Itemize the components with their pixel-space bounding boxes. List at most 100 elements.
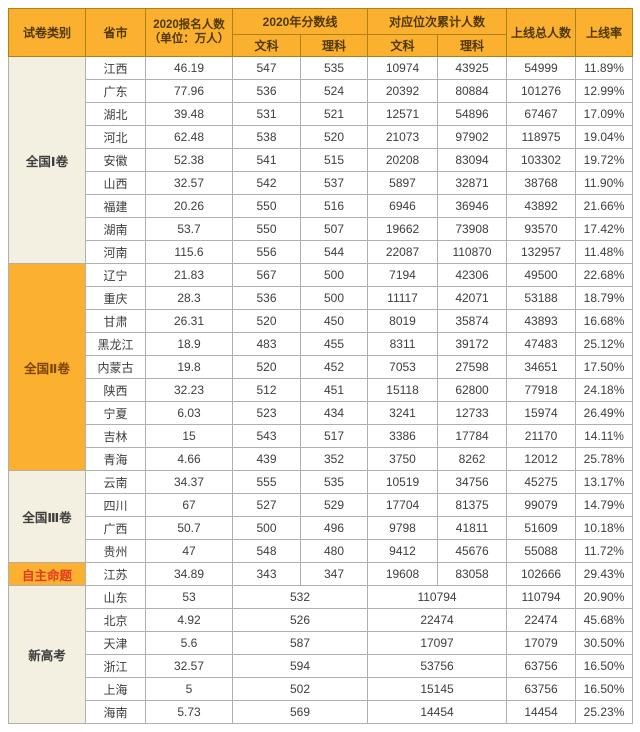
cell-rate: 16.68%	[575, 309, 634, 333]
cell-total: 54999	[506, 56, 577, 80]
table-row: 新高考 山东 53 532 110794 110794 20.90%	[8, 585, 634, 724]
cell-rate: 11.72%	[575, 539, 634, 563]
cell-rate: 17.09%	[575, 102, 634, 126]
cell-applicants: 34.89	[145, 562, 233, 586]
cell-rank-li: 8262	[437, 447, 508, 471]
cell-total: 99079	[506, 493, 577, 517]
cell-applicants: 4.92	[145, 608, 233, 632]
cell-total: 63756	[506, 677, 577, 701]
cell-rank-li: 32871	[437, 171, 508, 195]
table-row: 全国Ⅱ卷 辽宁 21.83 567 500 7194 42306 49500 22.68%	[8, 263, 634, 471]
cell-rank-merged: 22474	[367, 608, 508, 632]
header-total: 上线总人数	[506, 8, 577, 57]
table-row: 湖南 53.7 550 507 19662 73908 93570 17.42%	[9, 217, 634, 241]
cell-province: 福建	[85, 194, 146, 218]
cell-score-wen: 536	[232, 286, 301, 310]
cell-score-wen: 527	[232, 493, 301, 517]
cell-total: 49500	[506, 263, 577, 287]
cell-rank-li: 81375	[437, 493, 508, 517]
header-exam-category: 试卷类别	[8, 8, 86, 57]
cell-rank-wen: 10974	[367, 56, 439, 80]
cell-score-li: 535	[299, 56, 369, 80]
cell-score-merged: 594	[231, 654, 369, 678]
cell-total: 22474	[506, 608, 577, 632]
cell-rank-wen: 20392	[367, 79, 439, 103]
cell-province: 广东	[85, 79, 146, 103]
table-row: 全国Ⅲ卷 云南 34.37 555 535 10519 34756 45275 13.17%	[8, 470, 634, 563]
table-row: 上海 5 502 15145 63756 16.50%	[9, 677, 634, 701]
header-row-sub: 文科 理科 文科 理科	[9, 34, 633, 57]
cell-score-wen: 556	[232, 240, 301, 264]
cell-rank-li: 83058	[437, 562, 508, 586]
cell-rate: 22.68%	[575, 263, 634, 287]
cell-province: 陕西	[85, 378, 146, 402]
cell-score-li: 496	[299, 516, 369, 540]
table-row: 全国Ⅰ卷 江西 46.19 547 535 10974 43925 54999 11.89%	[8, 56, 634, 264]
cell-score-wen: 543	[232, 424, 301, 448]
cell-applicants: 115.6	[145, 240, 233, 264]
cell-applicants: 5	[145, 677, 233, 701]
cell-rate: 19.04%	[575, 125, 634, 149]
cell-rate: 13.17%	[575, 470, 634, 494]
cell-rank-wen: 11117	[367, 286, 439, 310]
cell-score-li: 535	[299, 470, 369, 494]
cell-score-wen: 343	[232, 562, 301, 586]
cell-score-wen: 547	[232, 56, 301, 80]
cell-score-wen: 523	[232, 401, 301, 425]
cell-rank-li: 43925	[437, 56, 508, 80]
cell-applicants: 5.6	[145, 631, 233, 655]
table-container: 试卷类别 省市 2020报名人数 （单位：万人） 2020年分数线 对应位次累计…	[8, 8, 634, 724]
cell-rank-wen: 15118	[367, 378, 439, 402]
cell-total: 17079	[506, 631, 577, 655]
cell-rank-li: 83094	[437, 148, 508, 172]
table-row: 贵州 47 548 480 9412 45676 55088 11.72%	[9, 539, 634, 563]
cell-province: 海南	[85, 700, 146, 724]
cell-rate: 18.79%	[575, 286, 634, 310]
cell-score-li: 451	[299, 378, 369, 402]
cell-rate: 24.18%	[575, 378, 634, 402]
cell-applicants: 34.37	[145, 470, 233, 494]
header-rank-wen: 文科	[367, 34, 439, 57]
cell-rate: 45.68%	[575, 608, 634, 632]
cell-total: 132957	[506, 240, 577, 264]
cell-province: 江苏	[85, 562, 146, 586]
cell-rank-merged: 110794	[367, 585, 508, 609]
cell-rank-li: 17784	[437, 424, 508, 448]
cell-rank-wen: 6946	[367, 194, 439, 218]
cell-rank-wen: 19662	[367, 217, 439, 241]
cell-total: 118975	[506, 125, 577, 149]
cell-rank-wen: 22087	[367, 240, 439, 264]
cell-rank-merged: 53756	[367, 654, 508, 678]
header-rate: 上线率	[575, 8, 634, 57]
cell-total: 63756	[506, 654, 577, 678]
cell-rate: 12.99%	[575, 79, 634, 103]
section-label: 全国Ⅱ卷	[8, 263, 86, 471]
cell-rate: 11.90%	[575, 171, 634, 195]
cell-total: 67467	[506, 102, 577, 126]
cell-province: 宁夏	[85, 401, 146, 425]
gaokao-score-table: 试卷类别 省市 2020报名人数 （单位：万人） 2020年分数线 对应位次累计…	[8, 8, 634, 724]
cell-province: 河北	[85, 125, 146, 149]
cell-score-wen: 567	[232, 263, 301, 287]
cell-rank-wen: 9798	[367, 516, 439, 540]
cell-rate: 16.50%	[575, 677, 634, 701]
table-row: 重庆 28.3 536 500 11117 42071 53188 18.79%	[9, 286, 634, 310]
table-row: 海南 5.73 569 14454 14454 25.23%	[9, 700, 634, 724]
cell-rate: 20.90%	[575, 585, 634, 609]
cell-score-li: 455	[299, 332, 369, 356]
cell-applicants: 32.57	[145, 654, 233, 678]
cell-rank-li: 41811	[437, 516, 508, 540]
cell-rank-li: 39172	[437, 332, 508, 356]
cell-score-li: 537	[299, 171, 369, 195]
cell-rank-wen: 9412	[367, 539, 439, 563]
cell-score-wen: 550	[232, 217, 301, 241]
cell-rank-merged: 14454	[367, 700, 508, 724]
cell-score-li: 347	[299, 562, 369, 586]
cell-total: 110794	[506, 585, 577, 609]
cell-rank-li: 54896	[437, 102, 508, 126]
cell-rank-merged: 15145	[367, 677, 508, 701]
cell-score-li: 517	[299, 424, 369, 448]
cell-rank-li: 42071	[437, 286, 508, 310]
cell-score-li: 529	[299, 493, 369, 517]
table-row: 吉林 15 543 517 3386 17784 21170 14.11%	[9, 424, 634, 448]
